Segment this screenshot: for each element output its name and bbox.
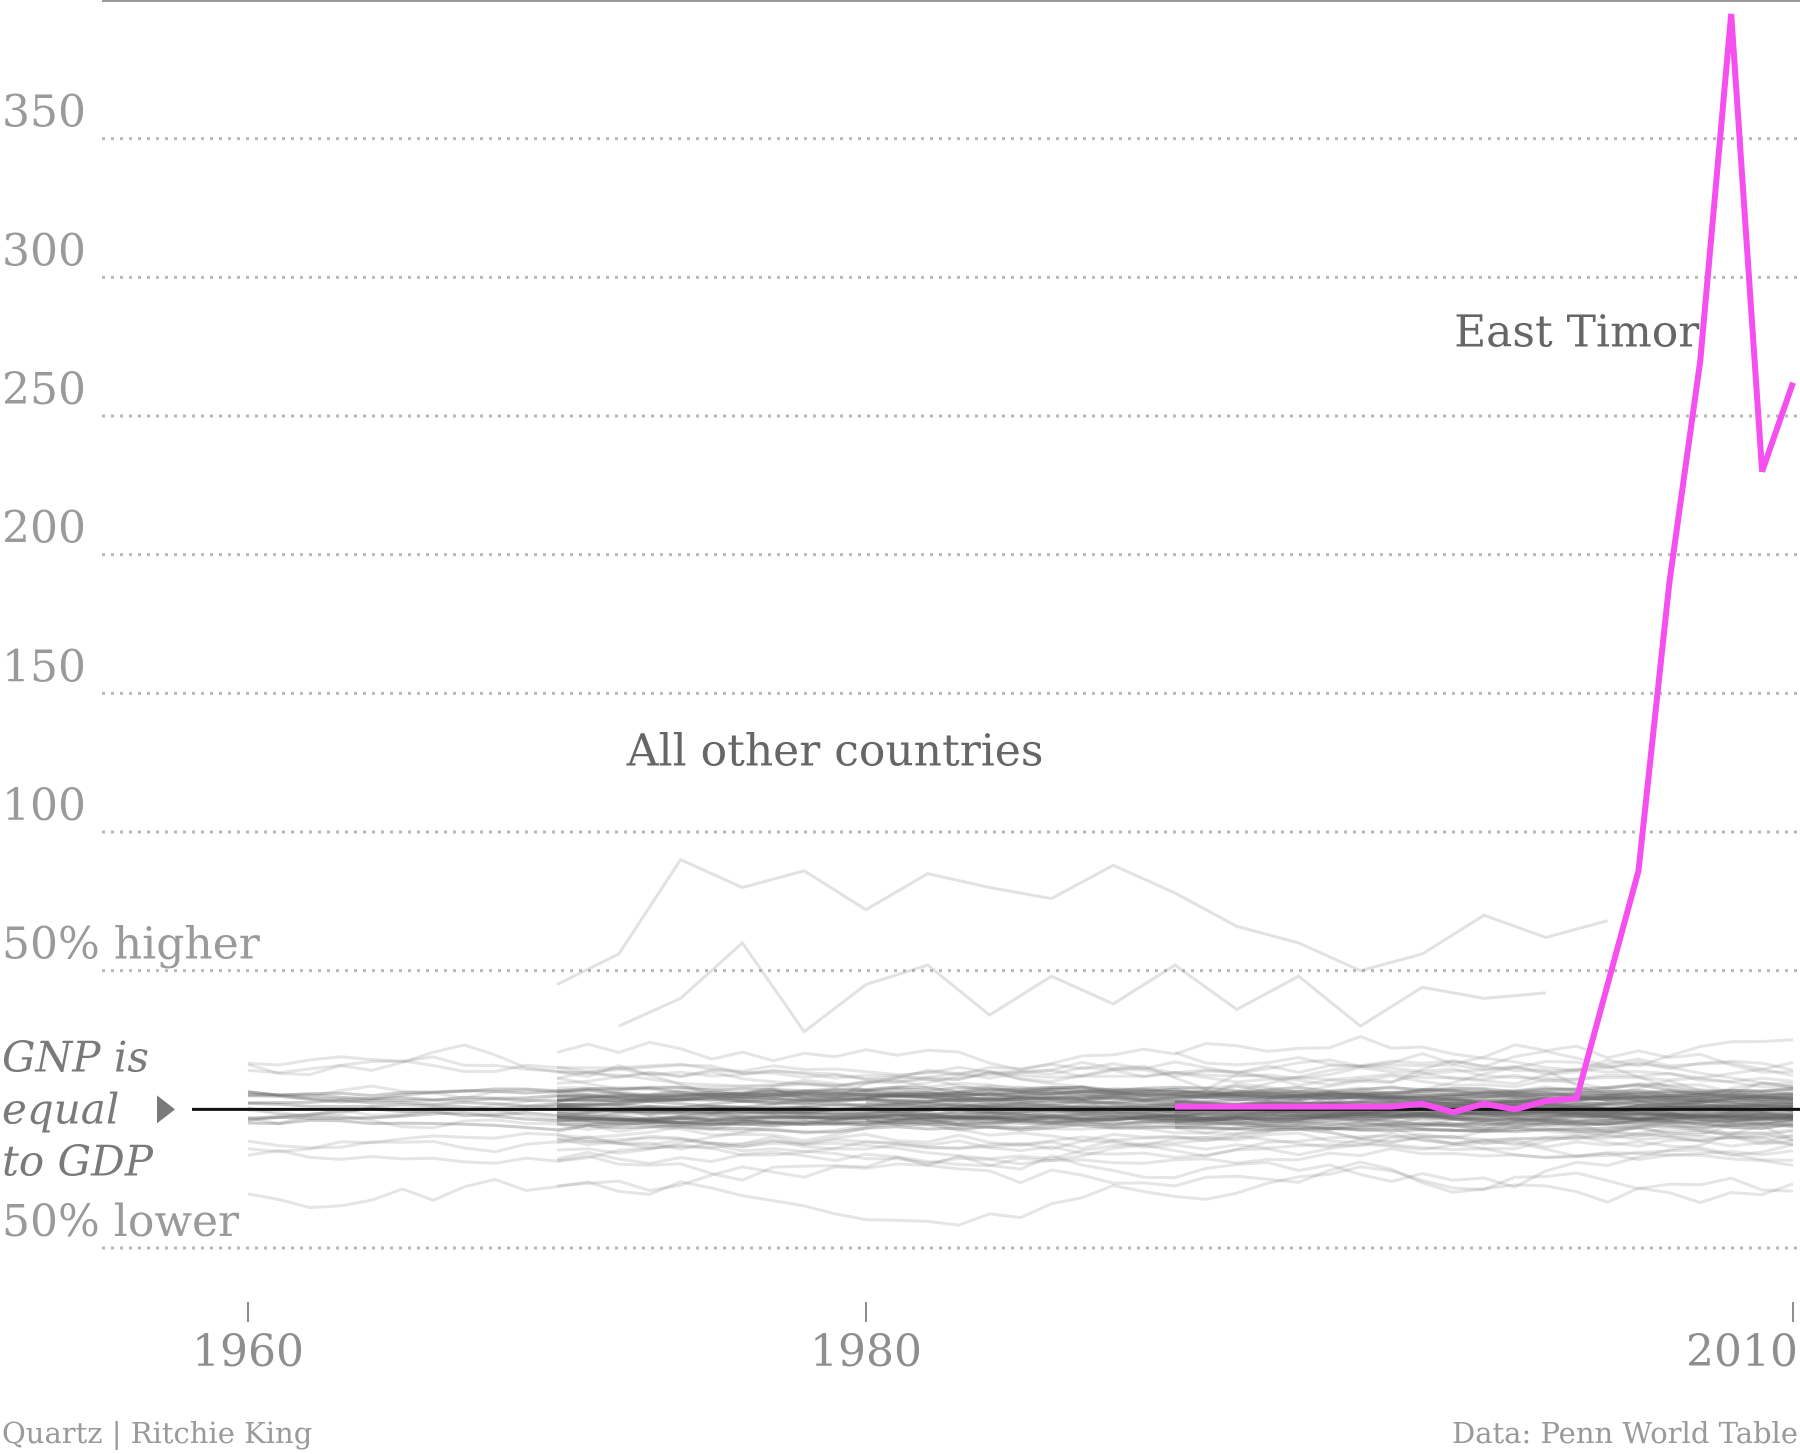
background-series-line	[556, 1088, 1794, 1104]
credit-left: Quartz | Ritchie King	[2, 1416, 312, 1450]
background-series-line	[1174, 1110, 1794, 1127]
background-series-line	[247, 1107, 1794, 1123]
background-series-line	[556, 1111, 1794, 1127]
background-series-line	[556, 1111, 1794, 1128]
grid-lines	[102, 137, 1800, 1250]
background-series-line	[1175, 1119, 1794, 1134]
background-series-lines	[247, 857, 1794, 1227]
background-series-line	[556, 1108, 1794, 1132]
background-series-line	[247, 1055, 1794, 1088]
background-series-line	[556, 1085, 1794, 1109]
y-tick-label-4: 150	[2, 641, 86, 692]
y-tick-label-6: 50% higher	[2, 919, 261, 970]
y-tick-label-7: 50% lower	[2, 1196, 240, 1247]
background-series-line	[247, 1092, 1794, 1108]
background-series-line	[556, 1067, 1794, 1092]
background-series-line	[556, 1127, 1794, 1150]
y-tick-label-3: 200	[2, 503, 86, 554]
background-series-line	[247, 1125, 1794, 1161]
background-series-line	[1174, 1095, 1794, 1115]
background-series-line	[557, 1082, 1794, 1100]
background-series-line	[556, 1103, 1794, 1120]
background-series-line	[556, 1085, 1794, 1103]
background-series-line	[1174, 1089, 1794, 1106]
credit-right: Data: Penn World Table	[1452, 1416, 1798, 1450]
y-tick-label-2: 250	[2, 364, 86, 415]
background-series-line	[556, 1111, 1794, 1125]
background-series-line	[556, 1132, 1794, 1158]
background-series-line	[247, 1165, 1794, 1227]
background-series-line	[247, 1088, 1794, 1104]
background-series-line	[556, 1103, 1794, 1132]
background-series-line	[556, 1116, 1794, 1143]
background-series-line	[1174, 1082, 1794, 1098]
background-series-line	[556, 1116, 1794, 1151]
y-axis-ticks: 350 300 250 200 150 100 50% higher 50% lower	[2, 87, 261, 1247]
background-series-line	[556, 1064, 1794, 1097]
background-series-line	[556, 1160, 1794, 1205]
background-series-line	[556, 1089, 1794, 1107]
background-series-line	[247, 1055, 1794, 1089]
baseline-label-line-1: equal	[2, 1084, 119, 1133]
baseline-label-line-0: GNP is	[2, 1032, 149, 1081]
background-series-line	[556, 1090, 1794, 1109]
background-series-line	[247, 1085, 1794, 1102]
background-series-line	[865, 1110, 1794, 1125]
series-line-east-timor	[1175, 13, 1796, 1116]
background-series-line	[556, 1110, 1794, 1126]
background-series-line	[556, 1083, 1794, 1100]
y-tick-label-5: 100	[2, 780, 86, 831]
background-series-line	[247, 1108, 1794, 1127]
background-outlier-line-0	[556, 857, 1608, 986]
background-series-line	[556, 1124, 1794, 1189]
background-series-line	[1174, 1107, 1794, 1122]
background-series-line	[556, 1063, 1794, 1098]
background-series-line	[247, 1102, 1794, 1137]
annotation-0: East Timor	[1454, 307, 1700, 358]
background-series-line	[247, 1089, 1794, 1104]
background-series-line	[556, 1119, 1794, 1134]
y-tick-label-0: 350	[2, 87, 86, 138]
background-series-line	[1174, 1066, 1794, 1106]
background-series-line	[247, 1131, 1794, 1166]
background-series-line	[247, 1139, 1794, 1167]
background-series-line	[556, 1119, 1794, 1162]
background-series-line	[1174, 1112, 1794, 1136]
highlight-series	[1175, 13, 1796, 1116]
background-series-line	[556, 1112, 1794, 1132]
background-series-line	[556, 1109, 1794, 1124]
x-tick-label-0: 1960	[192, 1326, 304, 1377]
background-series-line	[556, 1087, 1794, 1104]
background-series-line	[1174, 1043, 1794, 1074]
background-outlier-line-1	[618, 940, 1546, 1034]
annotations: East Timor All other countries	[626, 307, 1701, 777]
baseline-arrow-icon	[157, 1095, 175, 1124]
x-axis-ticks: 1960 1980 2010	[192, 1302, 1798, 1377]
background-series-line	[247, 1043, 1794, 1113]
background-series-line	[556, 1128, 1794, 1151]
baseline-label-line-2: to GDP	[2, 1136, 154, 1185]
background-series-line	[865, 1092, 1794, 1102]
x-tick-label-1: 1980	[810, 1326, 922, 1377]
background-series-line	[556, 1117, 1794, 1134]
background-series-line	[556, 1069, 1794, 1115]
background-series-line	[1174, 1116, 1793, 1131]
background-series-line	[1174, 1110, 1794, 1122]
y-tick-label-1: 300	[2, 225, 86, 276]
annotation-1: All other countries	[626, 725, 1044, 776]
background-series-line	[247, 1087, 1794, 1117]
x-tick-label-2: 2010	[1686, 1326, 1798, 1377]
background-series-line	[556, 1147, 1794, 1168]
background-series-line	[247, 1113, 1794, 1132]
background-series-line	[865, 1085, 1794, 1108]
background-series-line	[556, 1086, 1794, 1132]
